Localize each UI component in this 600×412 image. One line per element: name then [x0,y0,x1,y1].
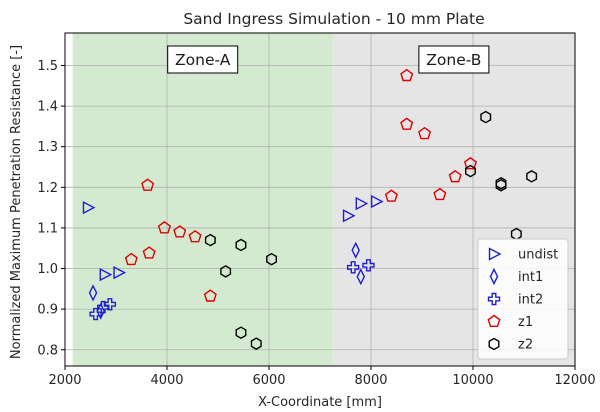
series-z1 [124,68,477,302]
series-undist [82,194,384,282]
x-tick-label: 12000 [554,373,595,388]
data-point-int2 [362,259,375,272]
chart-title: Sand Ingress Simulation - 10 mm Plate [183,10,484,28]
data-point-z1 [384,189,398,202]
data-point-z2 [526,170,538,183]
data-point-int1 [351,241,360,259]
x-tick-label: 10000 [452,373,493,388]
legend-label-undist: undist [518,248,558,263]
legend-marker-undist [488,247,502,261]
data-point-z1 [188,229,202,243]
legend-box [477,238,569,360]
data-point-z2 [220,265,232,278]
data-point-int2 [346,261,360,274]
y-tick-label: 1.4 [37,100,58,115]
x-axis-label: X-Coordinate [mm] [258,395,382,410]
y-tick-label: 1.1 [37,221,58,236]
data-point-z1 [173,225,187,238]
legend-marker-int2 [487,292,501,306]
y-tick-label: 1.5 [37,59,58,74]
legend-label-z2: z2 [518,338,533,353]
y-tick-label: 1.0 [37,262,58,277]
y-tick-label: 0.9 [37,303,58,318]
x-tick-label: 2000 [48,373,81,388]
data-point-z1 [448,169,462,183]
plot-frame [64,32,576,367]
data-point-z2 [495,176,507,190]
data-point-z2 [235,326,247,340]
x-tick-label: 6000 [252,373,285,388]
data-point-z1 [157,221,171,234]
y-tick-label: 1.3 [37,140,58,155]
data-point-z1 [463,156,477,170]
legend-label-int2: int2 [518,293,543,308]
data-point-z1 [142,246,156,259]
data-point-undist [113,265,127,280]
data-point-z1 [400,117,414,130]
data-point-undist [355,196,369,211]
legend-label-z1: z1 [518,315,533,330]
x-tick-label: 8000 [354,373,387,388]
series-int2 [89,259,375,321]
data-point-z2 [235,238,247,252]
data-point-z1 [400,68,414,82]
data-point-z1 [141,178,155,191]
zone-label-box-2 [418,45,490,74]
y-tick-label: 1.2 [37,181,58,196]
data-point-z2 [250,337,262,350]
data-point-int2 [89,307,102,321]
data-point-undist [370,194,384,209]
data-point-z1 [124,252,138,266]
legend-marker-z2 [488,337,500,351]
data-point-z1 [418,126,432,140]
data-point-int1 [356,268,366,286]
legend-label-int1: int1 [518,270,543,285]
data-point-z2 [464,164,476,178]
legend-marker-z1 [487,314,501,328]
data-point-z1 [433,187,447,201]
data-point-int2 [103,298,117,311]
data-point-z2 [480,110,492,124]
legend-marker-int1 [489,267,499,286]
zone-label-1: Zone-A [175,51,231,69]
data-point-undist [99,267,113,282]
zone-band-1 [72,33,333,366]
data-point-z1 [203,289,217,302]
data-point-int1 [88,284,98,302]
data-point-z2 [204,233,216,247]
zone-label-2: Zone-B [426,51,481,69]
y-axis-label: Normalized Maximum Penetration Resistanc… [9,45,24,359]
zone-label-box-1 [167,45,239,74]
data-point-z2 [266,252,278,266]
y-tick-label: 0.8 [37,343,58,358]
x-tick-label: 4000 [150,373,183,388]
legend: undist int1 int2 z1 z2 [477,238,569,360]
data-point-undist [82,200,96,215]
data-point-undist [342,209,356,223]
plot-area: Zone-A Zone-B 2000 4000 6000 8000 10000 12000 0.… [37,32,596,388]
